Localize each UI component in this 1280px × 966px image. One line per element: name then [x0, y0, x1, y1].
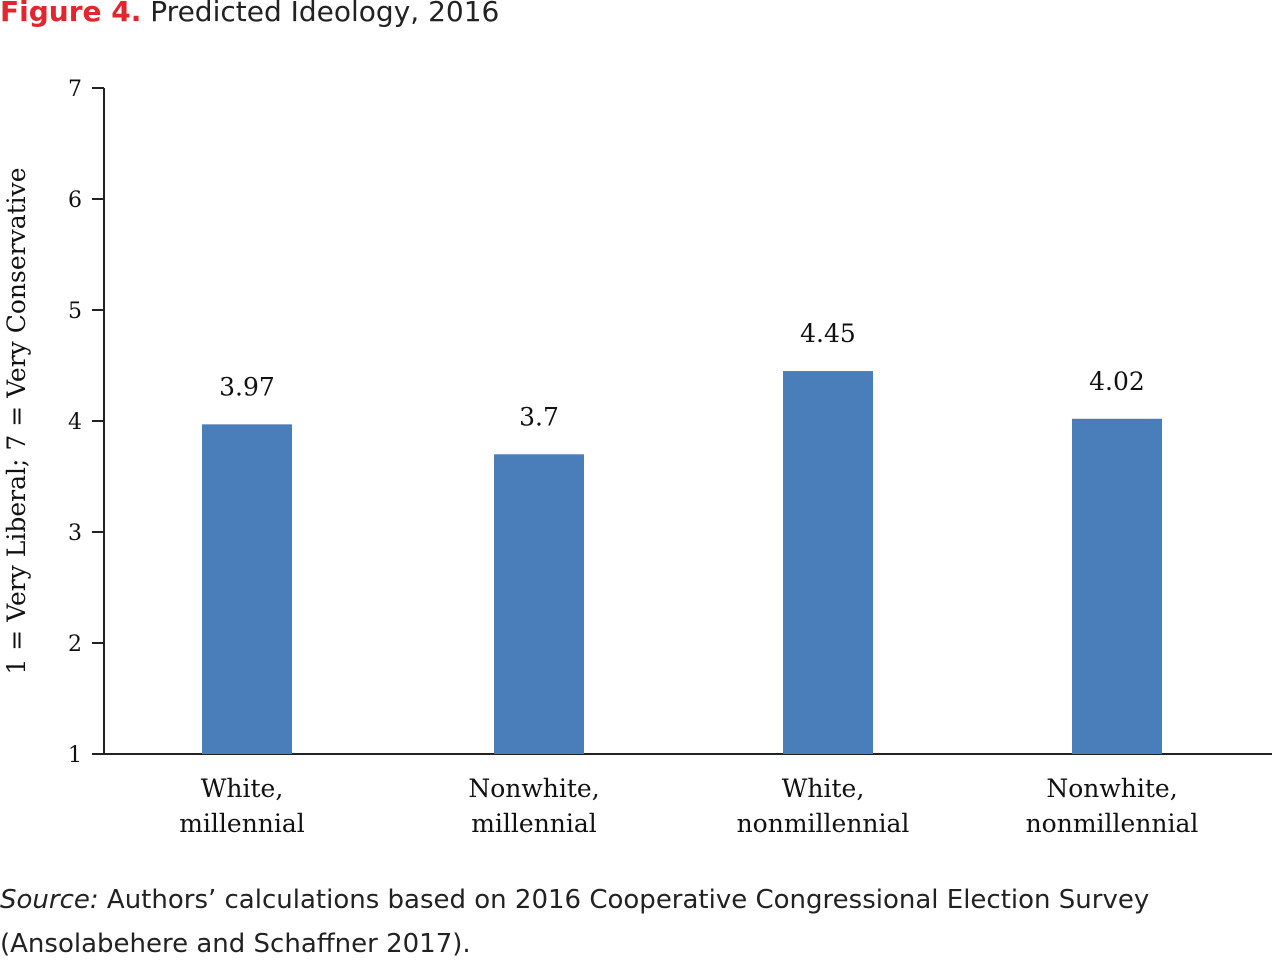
- y-tick-label: 5: [68, 299, 82, 324]
- bar: [783, 371, 873, 754]
- x-category-label: White,: [201, 774, 284, 803]
- bar: [1072, 418, 1162, 754]
- y-tick-label: 7: [68, 77, 82, 102]
- y-tick-label: 6: [68, 188, 82, 213]
- x-category-label: millennial: [179, 809, 305, 838]
- bar-chart: 1 2 3 4 5 6 7 1 = Very Liberal; 7 = Very Conser…: [2, 77, 1272, 838]
- figure-title: Figure 4. Predicted Ideology, 2016: [0, 0, 499, 32]
- bar: [202, 424, 292, 754]
- bar-value-label: 4.45: [800, 319, 856, 348]
- x-category-label: nonmillennial: [737, 809, 910, 838]
- source-label: Source:: [0, 885, 99, 915]
- bar: [494, 454, 584, 754]
- figure-label: Figure 4.: [0, 0, 142, 28]
- y-axis-title: 1 = Very Liberal; 7 = Very Conservative: [2, 167, 31, 674]
- x-category-label: millennial: [471, 809, 597, 838]
- bar-value-label: 3.97: [219, 372, 275, 401]
- source-text: Authors’ calculations based on 2016 Coop…: [0, 885, 1150, 959]
- x-category-label: White,: [782, 774, 865, 803]
- figure-title-text: Predicted Ideology, 2016: [150, 0, 500, 28]
- bar-value-label: 4.02: [1089, 367, 1145, 396]
- bar-value-label: 3.7: [519, 402, 559, 431]
- x-category-label: nonmillennial: [1026, 809, 1199, 838]
- x-category-label: Nonwhite,: [1046, 774, 1177, 803]
- y-tick-label: 3: [68, 521, 82, 546]
- x-category-label: Nonwhite,: [468, 774, 599, 803]
- y-tick-label: 4: [68, 410, 82, 435]
- y-tick-label: 1: [68, 743, 82, 768]
- y-tick-label: 2: [68, 632, 82, 657]
- source-note: Source: Authors’ calculations based on 2…: [0, 878, 1280, 966]
